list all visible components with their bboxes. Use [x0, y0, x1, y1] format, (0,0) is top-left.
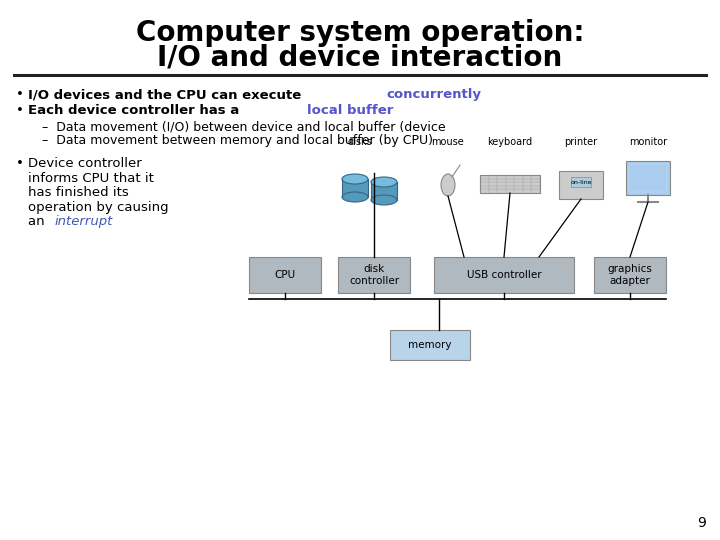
Text: Each device controller has a: Each device controller has a: [28, 104, 244, 117]
Text: 9: 9: [697, 516, 706, 530]
Text: •: •: [16, 157, 24, 170]
Text: •: •: [16, 104, 24, 117]
Bar: [629, 164, 667, 192]
Text: mouse: mouse: [431, 137, 464, 147]
Text: local buffer: local buffer: [307, 104, 393, 117]
Bar: [390, 330, 470, 360]
Bar: [594, 257, 666, 293]
Text: I/O devices and the CPU can execute: I/O devices and the CPU can execute: [28, 88, 306, 101]
Text: has finished its: has finished its: [28, 186, 129, 199]
Text: monitor: monitor: [629, 137, 667, 147]
Bar: [371, 182, 397, 200]
Bar: [434, 257, 574, 293]
Text: I/O and device interaction: I/O and device interaction: [158, 44, 562, 72]
Text: concurrently: concurrently: [387, 88, 482, 101]
Text: disk
controller: disk controller: [349, 264, 399, 286]
Ellipse shape: [371, 195, 397, 205]
Text: informs CPU that it: informs CPU that it: [28, 172, 154, 185]
Text: printer: printer: [564, 137, 598, 147]
Text: interrupt: interrupt: [55, 215, 113, 228]
Text: memory: memory: [408, 340, 451, 350]
Text: USB controller: USB controller: [467, 270, 541, 280]
Ellipse shape: [342, 174, 368, 184]
Ellipse shape: [371, 177, 397, 187]
Text: disks: disks: [348, 137, 372, 147]
Text: on-line: on-line: [570, 179, 592, 185]
Bar: [249, 257, 321, 293]
Ellipse shape: [342, 192, 368, 202]
Bar: [626, 161, 670, 195]
Text: graphics
adapter: graphics adapter: [608, 264, 652, 286]
Text: –  Data movement between memory and local buffer (by CPU): – Data movement between memory and local…: [42, 134, 433, 147]
Text: Device controller: Device controller: [28, 157, 142, 170]
Ellipse shape: [441, 174, 455, 196]
Bar: [342, 179, 368, 197]
Text: an: an: [28, 215, 49, 228]
Bar: [559, 171, 603, 199]
Bar: [571, 177, 591, 187]
Text: operation by causing: operation by causing: [28, 200, 168, 213]
Text: Computer system operation:: Computer system operation:: [136, 19, 584, 47]
Text: •: •: [16, 88, 24, 101]
Text: CPU: CPU: [274, 270, 296, 280]
Text: keyboard: keyboard: [487, 137, 533, 147]
Bar: [338, 257, 410, 293]
Text: –  Data movement (I/O) between device and local buffer (device: – Data movement (I/O) between device and…: [42, 120, 446, 133]
Bar: [480, 175, 540, 193]
